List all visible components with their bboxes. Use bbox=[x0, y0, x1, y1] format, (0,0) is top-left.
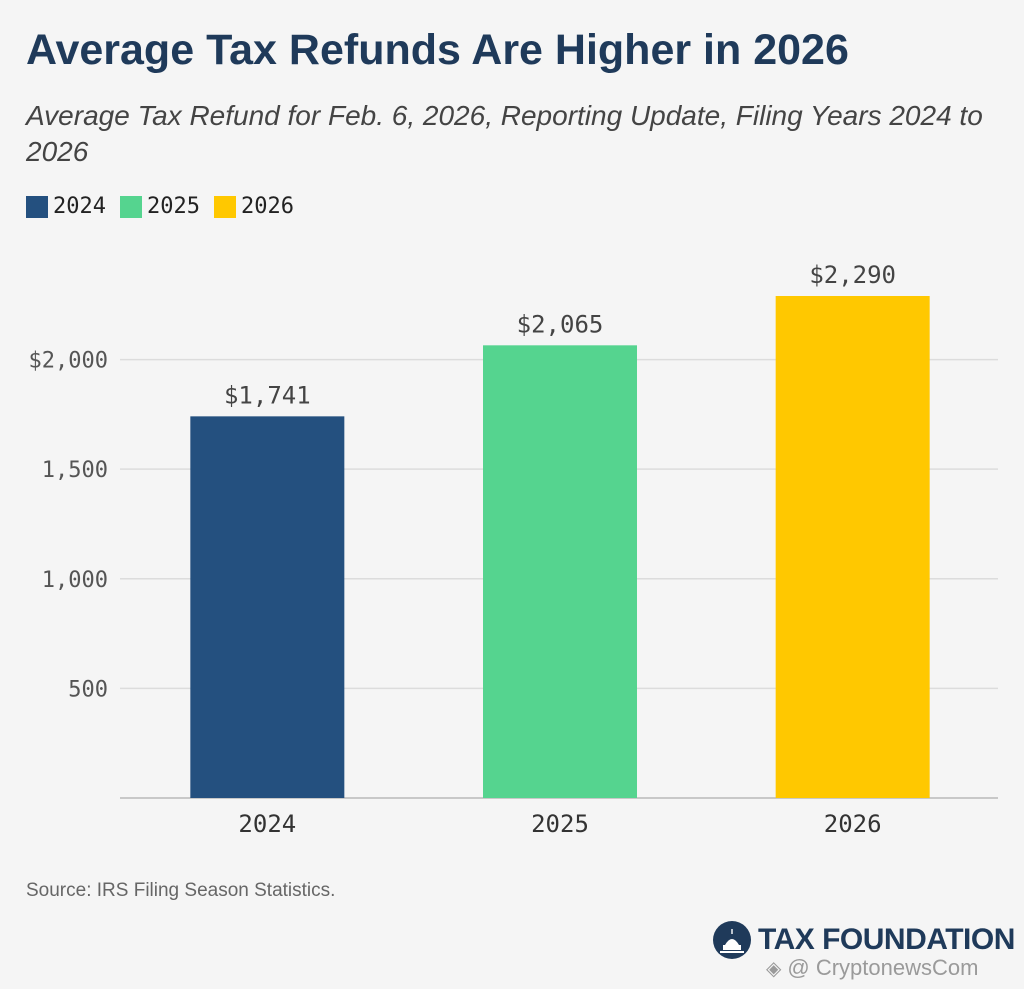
data-label-2025: $2,065 bbox=[517, 310, 604, 338]
capitol-dome-icon bbox=[713, 921, 751, 959]
chart-subtitle: Average Tax Refund for Feb. 6, 2026, Rep… bbox=[26, 100, 983, 167]
source-note: Source: IRS Filing Season Statistics. bbox=[26, 880, 336, 901]
binance-diamond-icon: ◈ bbox=[766, 957, 782, 980]
legend-label-2024: 2024 bbox=[53, 194, 106, 219]
legend-label-2026: 2026 bbox=[240, 194, 294, 219]
brand-name: TAX FOUNDATION bbox=[758, 923, 1015, 956]
y-tick-label: 500 bbox=[68, 677, 108, 702]
legend-swatch-2025 bbox=[119, 195, 142, 218]
data-label-2024: $1,741 bbox=[224, 381, 311, 409]
legend: 2024 2025 2026 bbox=[26, 194, 308, 219]
bar-2026 bbox=[775, 296, 930, 798]
bar-2025 bbox=[483, 345, 637, 798]
legend-swatch-2026 bbox=[213, 195, 236, 218]
y-tick-label: $2,000 bbox=[29, 349, 108, 374]
bar-chart: 500 1,000 1,500 $2,000 $1,741 2024 $2,065 2025 $… bbox=[29, 261, 998, 838]
x-tick-label-2025: 2025 bbox=[531, 810, 589, 838]
y-tick-label: 1,000 bbox=[42, 568, 108, 593]
legend-swatch-2024 bbox=[26, 195, 48, 218]
y-tick-label: 1,500 bbox=[42, 458, 108, 483]
legend-item-2026: 2026 bbox=[213, 194, 294, 219]
x-tick-label-2026: 2026 bbox=[824, 810, 882, 838]
watermark: ◈ @ CryptonewsCom bbox=[766, 955, 978, 981]
data-label-2026: $2,290 bbox=[809, 261, 896, 289]
bar-2024 bbox=[190, 416, 345, 798]
x-tick-label-2024: 2024 bbox=[238, 810, 296, 838]
tax-foundation-logo: TAX FOUNDATION bbox=[712, 920, 1015, 960]
legend-item-2025: 2025 bbox=[119, 194, 200, 219]
legend-label-2025: 2025 bbox=[146, 194, 200, 219]
legend-item-2024: 2024 bbox=[26, 194, 106, 219]
watermark-text: @ CryptonewsCom bbox=[787, 955, 979, 980]
chart-title: Average Tax Refunds Are Higher in 2026 bbox=[26, 26, 849, 74]
